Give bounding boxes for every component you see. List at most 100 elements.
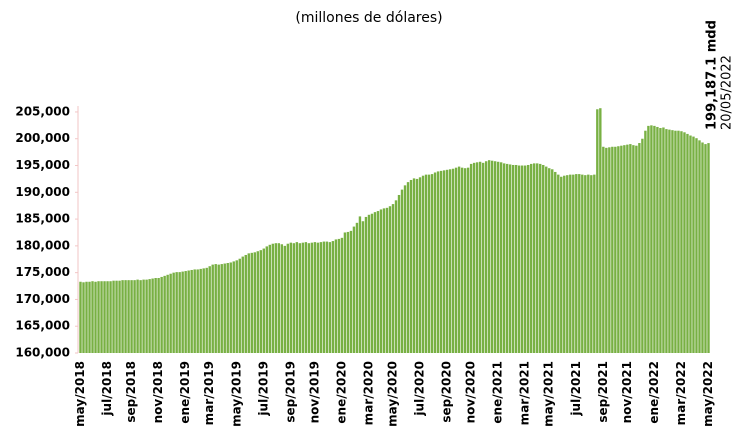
bar: [680, 131, 683, 353]
bar: [469, 163, 473, 353]
bar: [106, 281, 109, 353]
bar: [391, 204, 395, 353]
bar: [316, 242, 320, 353]
bar: [394, 200, 398, 353]
bar: [274, 243, 278, 353]
bar: [256, 251, 259, 353]
bar: [340, 237, 344, 353]
bar: [653, 125, 656, 353]
bar: [157, 278, 160, 353]
y-tick-label: 200,000: [15, 131, 70, 145]
bar: [614, 146, 617, 353]
bar: [265, 246, 268, 353]
bar: [247, 253, 250, 353]
bar: [331, 241, 335, 353]
bar: [310, 242, 314, 353]
bar: [493, 161, 497, 353]
bar: [551, 169, 554, 353]
bar: [686, 133, 689, 353]
bar: [244, 254, 247, 353]
bar: [418, 177, 422, 353]
bar: [484, 161, 488, 353]
bar: [289, 242, 293, 353]
bar: [400, 189, 404, 353]
bar: [208, 266, 211, 353]
bar: [217, 264, 220, 353]
bar: [412, 178, 416, 353]
bar: [100, 281, 103, 353]
bar: [163, 275, 166, 353]
bar: [578, 174, 581, 353]
bar: [367, 214, 371, 353]
x-tick-label: jul/2018: [100, 361, 114, 417]
bar: [202, 268, 205, 353]
bar: [406, 182, 410, 353]
x-tick-label: may/2022: [701, 361, 715, 427]
bar: [199, 268, 202, 353]
bar: [172, 272, 175, 353]
bar: [596, 109, 599, 353]
bar: [530, 163, 533, 353]
bar: [466, 167, 470, 353]
bar: [644, 130, 647, 353]
bar: [358, 216, 362, 353]
bar: [328, 242, 332, 353]
bar: [136, 279, 139, 353]
bar: [304, 242, 308, 353]
bar: [683, 132, 686, 353]
bar: [659, 128, 662, 353]
x-tick-label: mar/2020: [361, 361, 375, 425]
bar: [590, 175, 593, 353]
bar: [626, 144, 629, 353]
bar: [707, 143, 710, 353]
bar: [295, 242, 299, 353]
bar: [572, 174, 575, 353]
bar: [109, 281, 112, 353]
bar: [277, 243, 281, 353]
bar: [608, 147, 611, 353]
bar: [130, 280, 133, 353]
bar: [397, 194, 401, 353]
bar: [701, 142, 704, 353]
bar: [145, 279, 148, 353]
bar: [524, 165, 527, 353]
bar: [364, 216, 368, 353]
x-tick-label: nov/2021: [620, 361, 634, 423]
bar: [253, 252, 256, 353]
bar: [424, 174, 428, 353]
bar: [409, 179, 413, 353]
bar: [121, 280, 124, 353]
bar: [536, 163, 539, 353]
bar: [689, 135, 692, 353]
bar: [454, 167, 458, 353]
x-tick-label: sep/2018: [124, 361, 138, 423]
bar: [223, 263, 226, 353]
bar: [539, 163, 542, 353]
bar: [184, 271, 187, 353]
bar: [250, 252, 253, 353]
x-tick-label: jul/2020: [413, 361, 427, 417]
bar: [148, 279, 151, 353]
bar: [605, 147, 608, 353]
bar: [563, 175, 566, 353]
bar: [677, 130, 680, 353]
bar: [379, 209, 383, 353]
bar: [650, 125, 653, 353]
bar: [487, 160, 491, 353]
bar: [692, 136, 695, 353]
bar: [346, 231, 350, 353]
bar: [322, 241, 326, 353]
x-tick-label: mar/2021: [518, 361, 532, 425]
bar: [97, 281, 100, 353]
bar: [566, 175, 569, 353]
bar: [259, 250, 262, 353]
bar: [533, 163, 536, 353]
bar: [557, 174, 560, 353]
bar: [499, 162, 503, 353]
bar: [430, 174, 434, 353]
bar: [647, 125, 650, 353]
bar: [292, 243, 296, 353]
bar: [232, 261, 235, 353]
bar: [508, 164, 512, 353]
y-tick-label: 205,000: [15, 104, 70, 118]
